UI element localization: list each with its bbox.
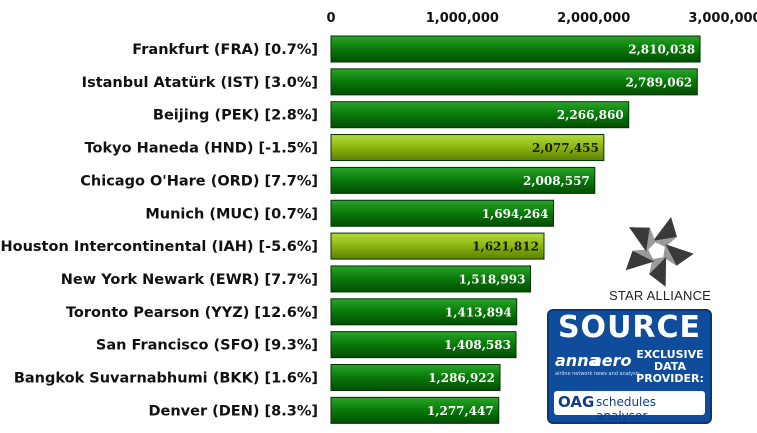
category-label: Chicago O'Hare (ORD) [7.7%]: [80, 173, 318, 189]
category-label: Bangkok Suvarnabhumi (BKK) [1.6%]: [14, 371, 318, 387]
category-label: Houston Intercontinental (IAH) [-5.6%]: [1, 239, 319, 255]
star-alliance-logo: STAR ALLIANCE: [595, 205, 725, 305]
exclusive-data-provider: EXCLUSIVE DATA PROVIDER:: [629, 348, 710, 385]
category-label: Istanbul Atatürk (IST) [3.0%]: [82, 75, 318, 91]
bar: [330, 232, 545, 260]
data-label: 2,266,860: [557, 108, 624, 122]
bar: [330, 364, 501, 391]
bar: [330, 199, 555, 227]
tick-label: 0: [326, 11, 335, 26]
aero-word: aero: [591, 351, 632, 370]
data-label: 1,621,812: [472, 240, 539, 254]
star-petal: [663, 244, 677, 266]
data-label: 2,008,557: [523, 174, 590, 188]
category-label: Tokyo Haneda (HND) [-1.5%]: [85, 141, 318, 157]
category-label: Beijing (PEK) [2.8%]: [153, 108, 318, 124]
bar: [330, 396, 500, 424]
data-label: 2,810,038: [628, 43, 695, 57]
star-petal: [646, 227, 656, 252]
x-axis: 0 1,000,000 2,000,000 3,000,000: [326, 11, 757, 26]
category-label: San Francisco (SFO) [9.3%]: [96, 338, 318, 354]
tick-label: 3,000,000: [688, 11, 757, 26]
anna-tagline: airline network news and analysis: [555, 371, 640, 377]
category-labels: Frankfurt (FRA) [0.7%] Istanbul Atatürk (…: [1, 42, 319, 419]
star-petal: [649, 256, 667, 287]
data-label: 1,277,447: [427, 404, 494, 418]
bar: [330, 134, 605, 162]
star-petal: [625, 250, 655, 271]
category-label: Denver (DEN) [8.3%]: [148, 403, 318, 419]
source-badge: SOURCE anna aero airline network news an…: [547, 309, 712, 424]
anna-word: anna: [555, 351, 600, 370]
bar: [330, 101, 630, 129]
star-petal: [628, 227, 650, 252]
bar: [330, 68, 698, 96]
bar: [330, 331, 517, 359]
category-label: Frankfurt (FRA) [0.7%]: [132, 42, 318, 58]
exclusive-line-1: EXCLUSIVE: [636, 348, 704, 361]
bar: [330, 265, 531, 293]
exclusive-line-2: DATA PROVIDER:: [636, 360, 704, 385]
bars: 2,810,038 2,789,062 2,266,860 2,077,455 2,00…: [330, 35, 701, 424]
tick-label: 1,000,000: [426, 11, 499, 26]
bar: [330, 298, 518, 326]
category-label: New York Newark (EWR) [7.7%]: [61, 272, 318, 288]
data-label: 1,286,922: [428, 371, 495, 385]
category-label: Munich (MUC) [0.7%]: [145, 206, 318, 222]
source-title: SOURCE: [557, 310, 702, 345]
oag-word: OAG: [558, 393, 595, 411]
data-label: 1,694,264: [482, 207, 549, 221]
star-petal: [632, 249, 655, 262]
data-label: 2,077,455: [532, 141, 599, 155]
anna-aero-logo: anna aero airline network news and analy…: [555, 351, 640, 381]
data-label: 1,413,894: [445, 305, 512, 319]
star-alliance-name: STAR ALLIANCE: [608, 288, 712, 303]
oag-subtitle: schedules analyser: [596, 395, 657, 423]
star-petal: [653, 217, 677, 241]
category-label: Toronto Pearson (YYZ) [12.6%]: [66, 305, 318, 321]
tick-label: 2,000,000: [557, 11, 630, 26]
star-petal: [653, 237, 677, 247]
bar: [330, 35, 701, 63]
data-label: 2,789,062: [625, 75, 692, 89]
oag-logo: OAG schedules analyser: [554, 391, 705, 422]
data-label: 1,518,993: [459, 272, 526, 286]
bar: [330, 166, 596, 194]
star-petal: [665, 244, 694, 266]
star-alliance-emblem-icon: [625, 217, 694, 287]
data-label: 1,408,583: [444, 338, 511, 352]
